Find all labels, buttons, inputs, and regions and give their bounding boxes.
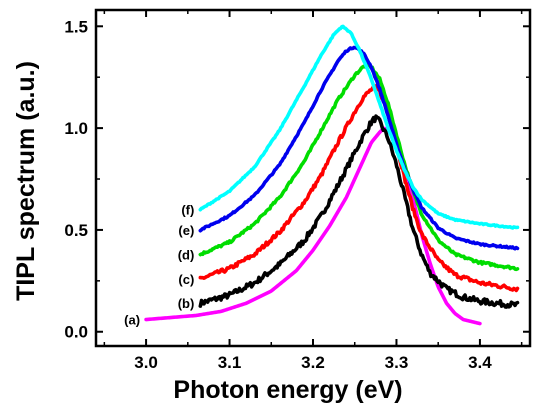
series-line-f xyxy=(198,24,520,230)
series-line-d xyxy=(198,62,520,272)
x-tick-label: 3.4 xyxy=(468,353,492,372)
y-axis-title: TIPL spectrum (a.u.) xyxy=(12,61,40,301)
y-tick-label: 0.0 xyxy=(64,323,88,342)
x-tick-label: 3.1 xyxy=(218,353,242,372)
series-layer xyxy=(144,24,520,326)
series-label-f: (f) xyxy=(181,203,194,218)
series-label-e: (e) xyxy=(178,223,194,238)
series-line-a xyxy=(144,126,482,326)
x-tick-label: 3.2 xyxy=(301,353,325,372)
x-tick-label: 3.3 xyxy=(385,353,409,372)
series-label-d: (d) xyxy=(178,247,195,262)
axes-layer: 3.0 3.1 3.2 3.3 3.4 0.0 0.5 1.0 1.5 xyxy=(64,8,532,372)
series-label-a: (a) xyxy=(124,313,140,328)
series-label-c: (c) xyxy=(178,272,194,287)
series-label-b: (b) xyxy=(178,296,195,311)
x-axis-title: Photon energy (eV) xyxy=(173,376,402,404)
labels-layer: (a) (b) (c) (d) (e) (f) xyxy=(124,203,194,328)
series-line-c xyxy=(198,84,520,293)
y-tick-label: 0.5 xyxy=(64,221,88,240)
y-tick-label: 1.5 xyxy=(64,17,88,36)
x-tick-label: 3.0 xyxy=(134,353,158,372)
y-tick-label: 1.0 xyxy=(64,119,88,138)
series-line-b xyxy=(198,114,520,309)
